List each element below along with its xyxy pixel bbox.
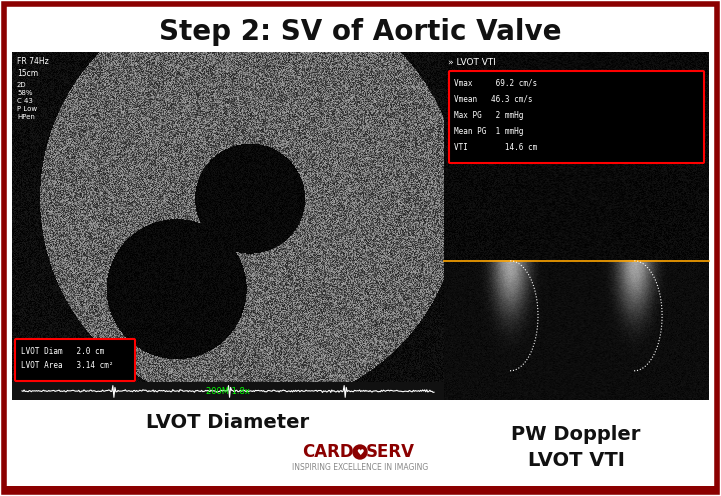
Text: INSPIRING EXCELLENCE IN IMAGING: INSPIRING EXCELLENCE IN IMAGING: [292, 462, 428, 472]
Text: 200M 1.8x: 200M 1.8x: [206, 386, 250, 395]
Text: Vmean   46.3 cm/s: Vmean 46.3 cm/s: [454, 95, 533, 104]
Text: LVOT Area   3.14 cm²: LVOT Area 3.14 cm²: [21, 362, 113, 371]
Text: Mean PG  1 mmHg: Mean PG 1 mmHg: [454, 126, 523, 135]
Text: ♥: ♥: [356, 448, 364, 457]
Text: LVOT Diameter: LVOT Diameter: [146, 413, 309, 432]
Text: » LVOT VTI: » LVOT VTI: [448, 58, 496, 67]
Text: Vmax     69.2 cm/s: Vmax 69.2 cm/s: [454, 78, 537, 87]
Text: LVOT Diam   2.0 cm: LVOT Diam 2.0 cm: [21, 347, 105, 356]
Bar: [12, 382, 444, 400]
Bar: [4, 486, 717, 492]
Text: FR 74Hz
15cm: FR 74Hz 15cm: [17, 57, 49, 78]
Text: 2D
58%
C 43
P Low
HPen: 2D 58% C 43 P Low HPen: [17, 82, 37, 120]
Text: VTI        14.6 cm: VTI 14.6 cm: [454, 142, 537, 151]
FancyBboxPatch shape: [449, 71, 704, 163]
Circle shape: [353, 445, 367, 459]
Text: PW Doppler
LVOT VTI: PW Doppler LVOT VTI: [511, 425, 641, 471]
Text: SERV: SERV: [366, 443, 415, 461]
Text: CARD: CARD: [302, 443, 354, 461]
FancyBboxPatch shape: [15, 339, 135, 381]
Text: Max PG   2 mmHg: Max PG 2 mmHg: [454, 111, 523, 120]
Text: Step 2: SV of Aortic Valve: Step 2: SV of Aortic Valve: [159, 18, 561, 46]
